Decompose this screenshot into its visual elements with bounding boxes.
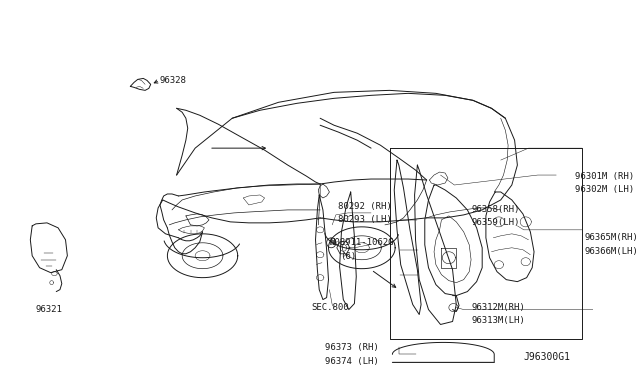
Text: 96301M (RH): 96301M (RH) xyxy=(575,171,634,180)
Text: 96312M(RH): 96312M(RH) xyxy=(471,303,525,312)
Text: J96300G1: J96300G1 xyxy=(524,352,571,362)
Text: 80293 (LH): 80293 (LH) xyxy=(338,215,392,224)
Text: 96374 (LH): 96374 (LH) xyxy=(324,357,378,366)
Text: 96302M (LH): 96302M (LH) xyxy=(575,186,634,195)
Text: 96313M(LH): 96313M(LH) xyxy=(471,316,525,325)
Text: 96373 (RH): 96373 (RH) xyxy=(324,343,378,352)
Text: (6): (6) xyxy=(340,252,356,261)
Text: 80292 (RH): 80292 (RH) xyxy=(338,202,392,211)
Text: 96359(LH): 96359(LH) xyxy=(471,218,520,227)
Text: N: N xyxy=(329,240,333,246)
Text: 96358(RH): 96358(RH) xyxy=(471,205,520,214)
Text: 96321: 96321 xyxy=(35,305,62,314)
Text: N08911-1062G: N08911-1062G xyxy=(330,238,394,247)
Text: 96328: 96328 xyxy=(160,76,187,85)
Text: 96366M(LH): 96366M(LH) xyxy=(584,247,638,256)
Text: SEC.800: SEC.800 xyxy=(312,303,349,312)
Text: 96365M(RH): 96365M(RH) xyxy=(584,233,638,242)
